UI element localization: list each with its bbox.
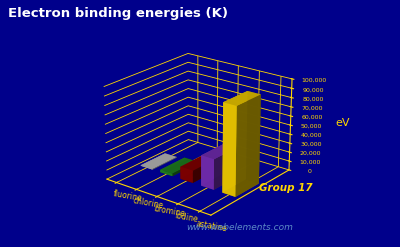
Text: www.webelements.com: www.webelements.com (186, 223, 294, 232)
Text: Electron binding energies (K): Electron binding energies (K) (8, 7, 228, 21)
